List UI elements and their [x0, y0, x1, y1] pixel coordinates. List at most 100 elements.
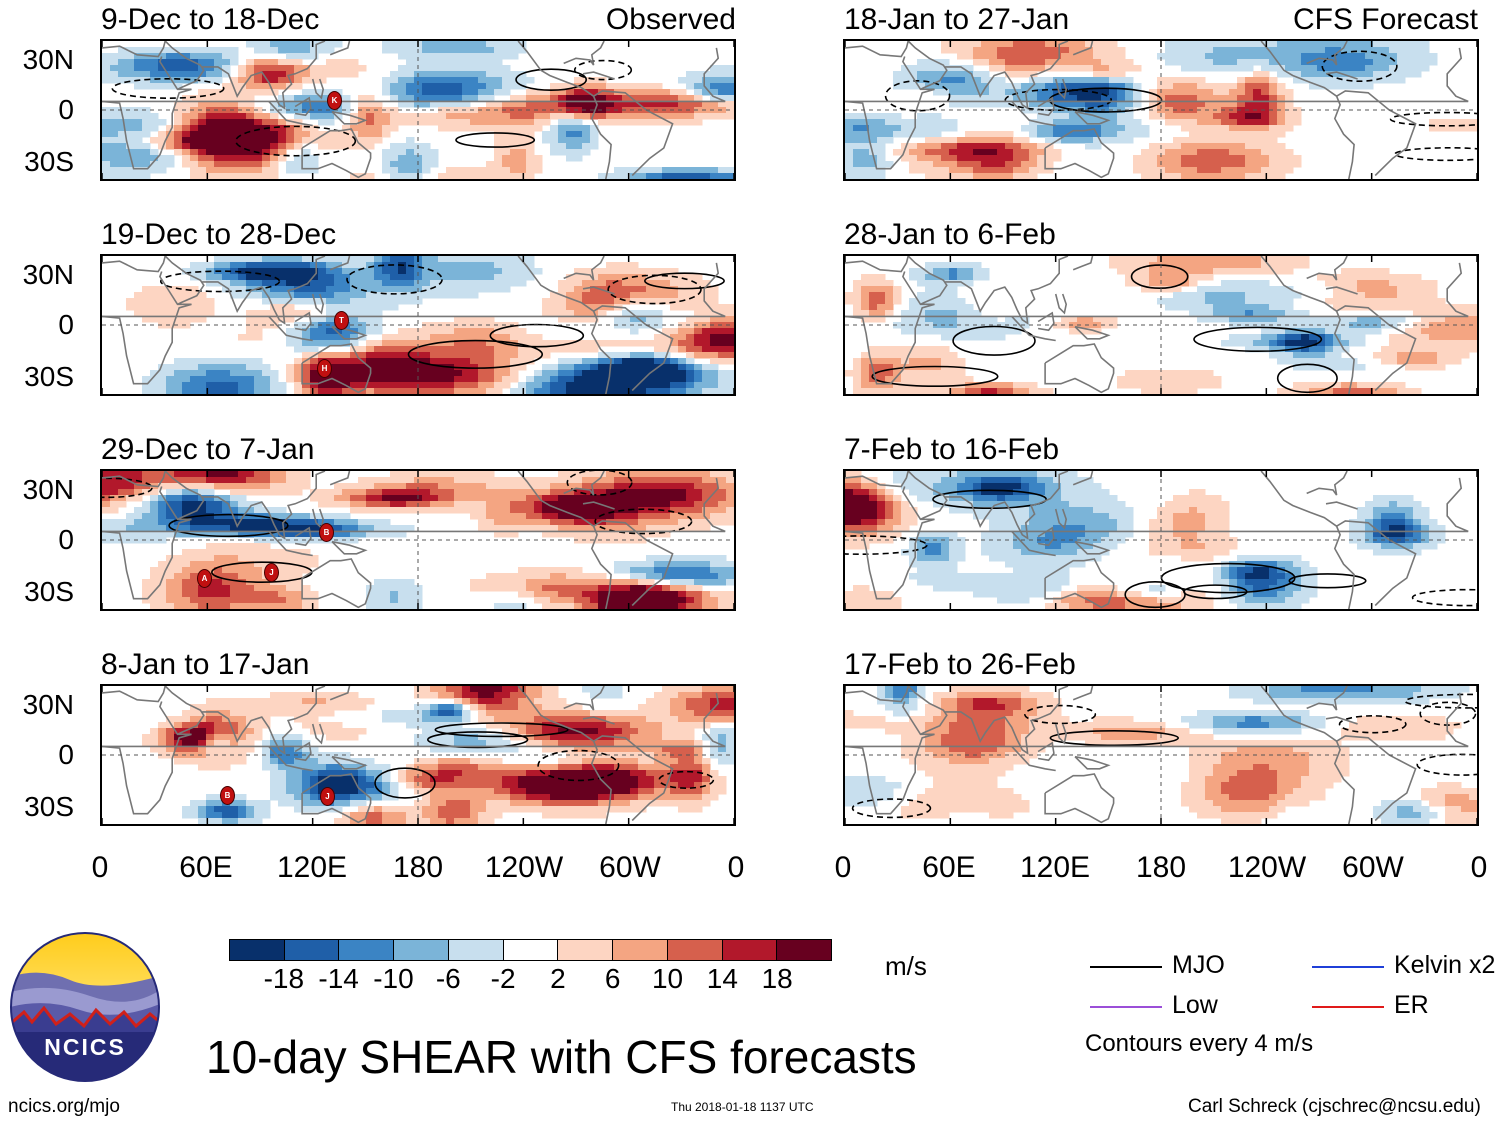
lon-label: 0 [727, 851, 745, 884]
map-panel-8 [843, 684, 1479, 826]
coastline [102, 271, 192, 385]
coastline [1336, 735, 1417, 822]
coastline [1072, 256, 1094, 271]
coastline [1011, 100, 1056, 127]
colorbar-swatch [612, 940, 667, 960]
lat-label: 30S [24, 146, 74, 177]
shear-field [845, 256, 1477, 394]
coastline [563, 686, 605, 711]
lon-label: 0 [1470, 851, 1488, 884]
colorbar-tick-label: -2 [490, 963, 516, 994]
legend-line-low [1090, 1006, 1162, 1008]
storm-marker: T [334, 311, 349, 330]
shear-field [845, 471, 1477, 609]
storm-marker: B [220, 786, 235, 805]
coastline [1074, 755, 1111, 770]
coastline [593, 90, 674, 177]
coastline [329, 41, 351, 56]
map-panel-6 [843, 254, 1479, 396]
lat-label: 0 [58, 309, 74, 340]
coastline [164, 41, 205, 91]
mjo-contour [594, 508, 693, 535]
coastline [845, 486, 935, 600]
coastline [582, 286, 615, 295]
lat-label: 30S [24, 576, 74, 607]
coastline [268, 745, 313, 772]
map-panel-3: B J A [100, 469, 736, 611]
coastline [1260, 471, 1355, 609]
panel-title-5: 18-Jan to 27-Jan [844, 3, 1070, 36]
coastline [164, 256, 205, 306]
coastline [329, 686, 351, 701]
coastline [945, 471, 1069, 540]
storm-marker: J [264, 563, 279, 582]
lat-label: 30N [22, 44, 74, 75]
coastline [301, 558, 372, 609]
coastline [268, 315, 313, 342]
source-url[interactable]: ncics.org/mjo [8, 1096, 120, 1117]
coastline [907, 41, 948, 91]
coastline [1325, 286, 1358, 295]
lon-label: 0 [834, 851, 852, 884]
coastline [1054, 723, 1068, 745]
coastline [945, 41, 1069, 110]
coastline [945, 256, 1069, 325]
coastline [1072, 41, 1094, 56]
panel-title-2: 19-Dec to 28-Dec [101, 218, 337, 251]
map-panel-1: K [100, 39, 736, 181]
coastline [907, 256, 948, 306]
colorbar-tick-label: 18 [761, 963, 793, 994]
lat-label: 0 [58, 739, 74, 770]
coastline [907, 686, 948, 736]
mjo-contour [1276, 363, 1338, 394]
coastline [202, 41, 326, 110]
lon-label: 180 [1135, 851, 1187, 884]
panel-title-1: 9-Dec to 18-Dec [101, 3, 320, 36]
mjo-contour [1193, 326, 1323, 353]
coastline [311, 723, 325, 745]
coastline [1072, 471, 1094, 486]
coastline [102, 256, 166, 273]
colorbar-tick-label: 14 [706, 963, 738, 994]
coastline [1260, 686, 1355, 824]
coastline [845, 262, 1469, 318]
colorbar-tick-label: -14 [318, 963, 359, 994]
coastline [102, 56, 192, 170]
mjo-contour [1416, 753, 1477, 776]
mjo-contour [1130, 264, 1189, 290]
coastline [1325, 501, 1358, 510]
mjo-contour [159, 270, 281, 293]
observed-tag: Observed [605, 3, 736, 36]
coastline [1054, 508, 1068, 530]
coastline [329, 471, 351, 486]
mjo-contour [111, 77, 225, 99]
mjo-contour [871, 365, 999, 387]
colorbar-tick-label: -10 [373, 963, 414, 994]
lon-label: 60E [179, 851, 233, 884]
coastline [1072, 686, 1094, 701]
timestamp: Thu 2018-01-18 1137 UTC [671, 1100, 814, 1114]
forecast-tag: CFS Forecast [1292, 3, 1478, 36]
coastline [1044, 773, 1115, 824]
coastline [301, 773, 372, 824]
coastline [1074, 325, 1111, 340]
mjo-contour [1124, 581, 1186, 609]
coastline [1336, 90, 1417, 177]
coastline [945, 686, 1069, 755]
colorbar-units: m/s [885, 951, 927, 981]
mjo-contour [658, 770, 715, 789]
credit: Carl Schreck (cjschrec@ncsu.edu) [1188, 1096, 1481, 1117]
coastline [331, 110, 368, 125]
mjo-contour [1288, 573, 1367, 589]
lat-label: 30S [24, 361, 74, 392]
lat-label: 30N [22, 689, 74, 720]
legend-label: Low [1172, 991, 1218, 1019]
legend-line-er [1312, 1006, 1384, 1008]
coastline [1260, 256, 1355, 394]
lon-label: 120W [1227, 851, 1307, 884]
coastline [582, 501, 615, 510]
coastline [164, 686, 205, 736]
colorbar-swatch [393, 940, 448, 960]
coastline [102, 486, 192, 600]
coastline [301, 128, 372, 179]
